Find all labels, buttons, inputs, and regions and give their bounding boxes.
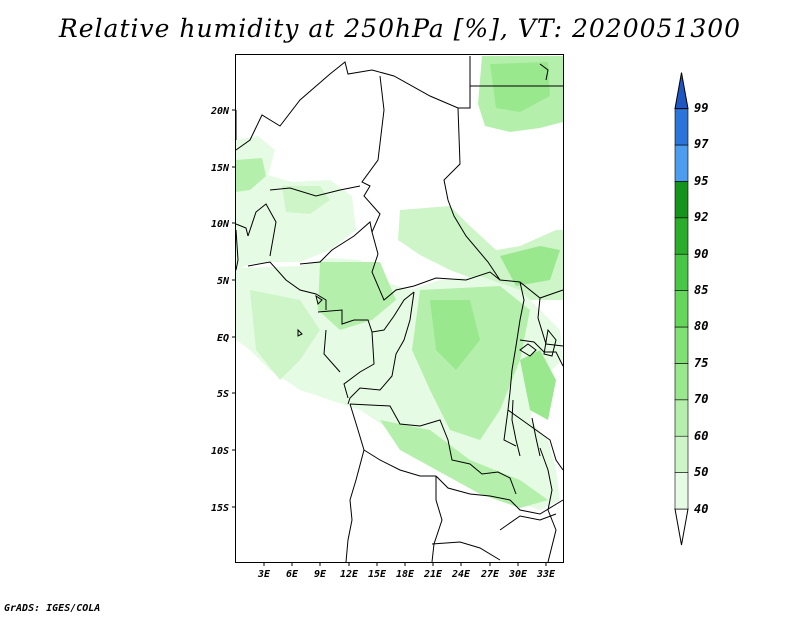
colorbar-box [674, 472, 689, 510]
colorbar-box [674, 399, 689, 437]
colorbar-label: 40 [694, 502, 708, 516]
colorbar-box [674, 435, 689, 473]
lat-tick-label: 5N [217, 276, 230, 287]
colorbar-box [674, 326, 689, 364]
lon-tick-label: 6E [286, 569, 299, 580]
colorbar-label: 85 [694, 283, 708, 297]
lon-tick-label: 3E [257, 569, 271, 580]
colorbar-box [674, 363, 689, 401]
colorbar-label: 90 [694, 247, 708, 261]
map-frame [235, 54, 564, 563]
lat-axis: 20N 15N 10N 5N EQ 5S 10S 15S [210, 106, 236, 514]
lon-tick-label: 18E [396, 569, 415, 580]
colorbar-label: 50 [694, 465, 708, 479]
lon-tick-label: 15E [368, 569, 387, 580]
colorbar-label: 70 [694, 392, 708, 406]
lat-tick-label: 15N [211, 163, 230, 174]
lat-tick-label: 15S [211, 503, 229, 514]
lat-tick-label: 10N [211, 219, 230, 230]
lon-tick-label: 24E [451, 569, 471, 580]
colorbar-label: 97 [694, 137, 709, 151]
humidity-shading [236, 56, 563, 510]
lon-tick-label: 33E [536, 569, 556, 580]
colorbar-box [674, 253, 689, 291]
colorbar-label: 99 [694, 101, 708, 115]
colorbar-label: 60 [694, 429, 708, 443]
colorbar-box [674, 290, 689, 328]
colorbar-box [674, 144, 689, 182]
lat-tick-label: EQ [217, 333, 229, 344]
map-title: Relative humidity at 250hPa [%], VT: 202… [58, 14, 742, 43]
colorbar-box [674, 108, 689, 146]
lon-tick-label: 30E [508, 569, 528, 580]
colorbar: 40 50 60 70 75 80 85 90 92 95 97 99 [674, 72, 709, 546]
lon-tick-label: 12E [340, 569, 359, 580]
colorbar-labels: 40 50 60 70 75 80 85 90 92 95 97 99 [694, 101, 709, 516]
grads-credit: GrADS: IGES/COLA [4, 603, 101, 614]
lat-tick-label: 20N [210, 106, 230, 117]
colorbar-label: 95 [694, 174, 708, 188]
lon-tick-label: 21E [423, 569, 443, 580]
colorbar-box [674, 181, 689, 219]
colorbar-box [674, 217, 689, 255]
colorbar-label: 92 [694, 210, 708, 224]
lat-tick-label: 5S [217, 389, 229, 400]
colorbar-min-triangle [674, 508, 689, 546]
lon-axis: 3E 6E 9E 12E 15E 18E 21E 24E 27E 30E 33E [257, 562, 556, 580]
lon-tick-label: 9E [314, 569, 327, 580]
colorbar-label: 75 [694, 356, 708, 370]
colorbar-boxes [674, 72, 689, 546]
lon-tick-label: 27E [480, 569, 500, 580]
colorbar-max-triangle [674, 72, 689, 110]
lat-tick-label: 10S [211, 446, 229, 457]
country-borders [235, 56, 564, 563]
colorbar-label: 80 [694, 319, 708, 333]
